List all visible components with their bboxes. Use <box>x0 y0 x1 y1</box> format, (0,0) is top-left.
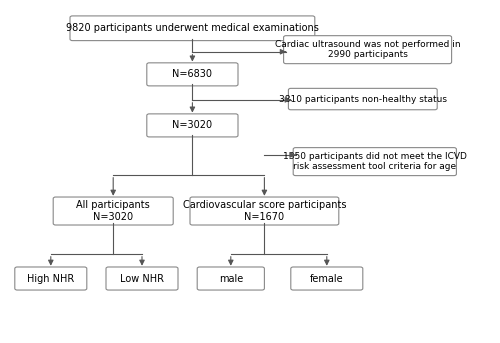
FancyBboxPatch shape <box>190 197 339 225</box>
Text: 3810 participants non-healthy status: 3810 participants non-healthy status <box>279 95 447 104</box>
FancyBboxPatch shape <box>70 16 315 40</box>
Text: Low NHR: Low NHR <box>120 273 164 284</box>
Text: female: female <box>310 273 344 284</box>
FancyBboxPatch shape <box>291 267 363 290</box>
FancyBboxPatch shape <box>284 36 452 64</box>
Text: 9820 participants underwent medical examinations: 9820 participants underwent medical exam… <box>66 23 319 33</box>
Text: All participants
N=3020: All participants N=3020 <box>76 200 150 222</box>
FancyBboxPatch shape <box>147 63 238 86</box>
Text: N=3020: N=3020 <box>172 120 212 130</box>
Text: High NHR: High NHR <box>27 273 74 284</box>
FancyBboxPatch shape <box>106 267 178 290</box>
FancyBboxPatch shape <box>197 267 264 290</box>
FancyBboxPatch shape <box>53 197 173 225</box>
Text: N=6830: N=6830 <box>172 69 212 79</box>
FancyBboxPatch shape <box>293 147 456 176</box>
Text: male: male <box>218 273 243 284</box>
FancyBboxPatch shape <box>15 267 87 290</box>
Text: Cardiovascular score participants
N=1670: Cardiovascular score participants N=1670 <box>182 200 346 222</box>
FancyBboxPatch shape <box>288 88 437 110</box>
FancyBboxPatch shape <box>147 114 238 137</box>
Text: 1350 participants did not meet the ICVD
risk assessment tool criteria for age: 1350 participants did not meet the ICVD … <box>283 152 467 171</box>
Text: Cardiac ultrasound was not performed in
2990 participants: Cardiac ultrasound was not performed in … <box>275 40 460 59</box>
